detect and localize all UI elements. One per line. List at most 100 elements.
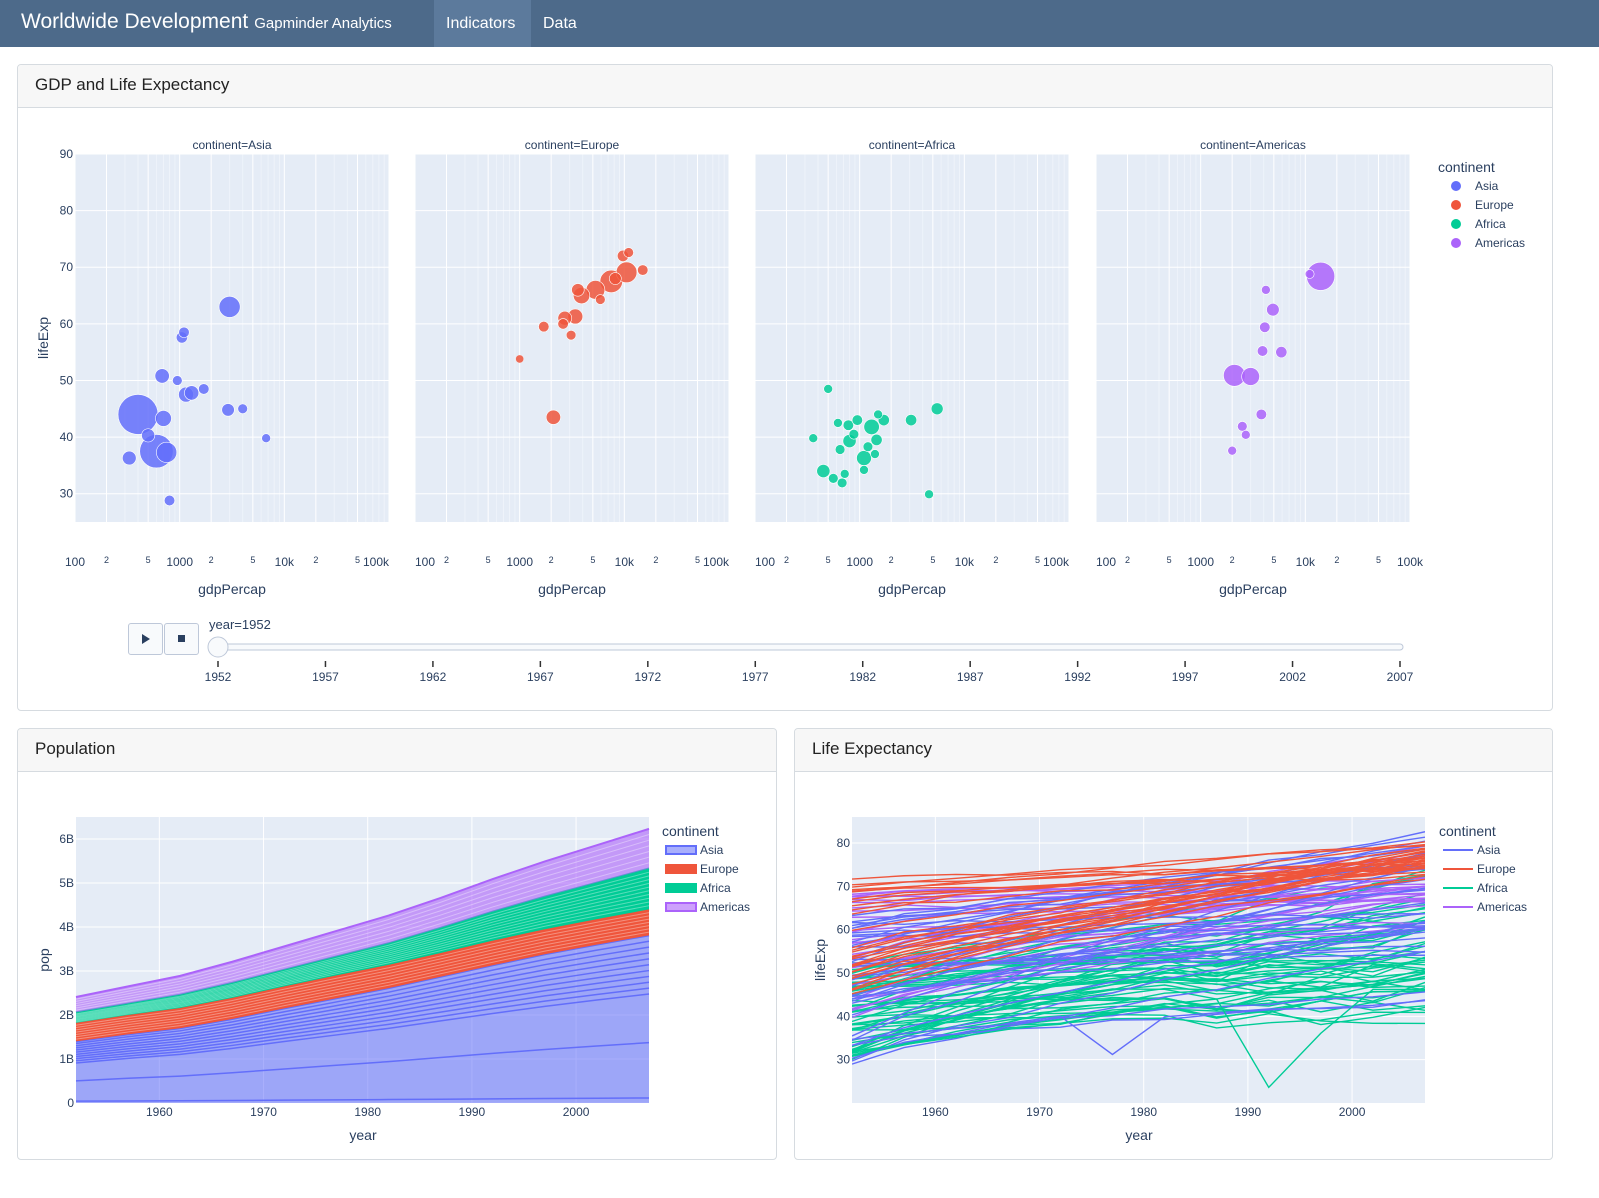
y-tick-label: 6B — [59, 832, 74, 846]
life-expectancy-card-title: Life Expectancy — [795, 729, 1552, 772]
series-line — [75, 867, 650, 1014]
area-sub-line — [75, 862, 650, 1011]
x-axis-label: year — [1125, 1127, 1153, 1143]
area-sub-line — [75, 975, 650, 1058]
data-point — [870, 433, 883, 446]
slider-year-label: 2002 — [1279, 670, 1306, 684]
x-tick-label: 1980 — [354, 1105, 381, 1119]
country-line — [852, 975, 1425, 989]
area-sub-line — [75, 871, 650, 1014]
y-tick-label: 60 — [837, 923, 851, 937]
country-line — [852, 922, 1425, 977]
x-tick-label: 2 — [1334, 555, 1339, 565]
legend-item: Asia — [1475, 179, 1499, 193]
area-sub-line — [75, 928, 650, 1038]
data-point — [178, 326, 190, 338]
area-sub-line — [75, 993, 650, 1064]
tab-indicators[interactable]: Indicators — [434, 0, 531, 47]
x-tick-label: 2 — [784, 555, 789, 565]
country-line — [852, 967, 1425, 983]
area-sub-line — [75, 897, 650, 1021]
legend-title: continent — [662, 823, 719, 839]
country-line — [852, 911, 1425, 965]
data-point — [873, 409, 883, 420]
data-point — [1304, 269, 1315, 279]
data-point — [154, 368, 170, 384]
app-title: Worldwide Development — [21, 10, 249, 33]
x-axis-label: gdpPercap — [878, 581, 946, 597]
country-line — [852, 864, 1425, 911]
x-tick-label: 10k — [615, 555, 635, 569]
area-series — [76, 909, 649, 1042]
slider-year-label: 1977 — [742, 670, 769, 684]
x-tick-label: 1000 — [166, 555, 193, 569]
life-expectancy-card: Life Expectancy 1960 1970 1980 1990 2000 30 40… — [794, 728, 1553, 1160]
facet-plot-area — [75, 154, 389, 522]
country-line — [852, 925, 1425, 1054]
navbar: Worldwide Development Gapminder Analytics… — [0, 0, 1599, 47]
country-line — [852, 851, 1425, 951]
area-sub-line — [75, 987, 650, 1062]
country-line — [852, 887, 1425, 1019]
legend-item: Europe — [1475, 198, 1514, 212]
data-point — [808, 433, 818, 443]
area-sub-line — [75, 946, 650, 1047]
x-tick-label: 2000 — [1339, 1105, 1366, 1119]
area-series — [76, 868, 649, 1023]
population-card: Population 1960 1970 1980 1990 2000 0 1B 2B 3B 4B… — [17, 728, 777, 1160]
slider-year-label: 1967 — [527, 670, 554, 684]
y-axis-label: lifeExp — [35, 317, 51, 359]
x-tick-label: 10k — [1296, 555, 1316, 569]
slider-year-label: 1957 — [312, 670, 339, 684]
x-tick-label: 5 — [486, 555, 491, 565]
country-line — [852, 937, 1425, 1000]
data-point — [198, 383, 210, 395]
population-card-title: Population — [18, 729, 776, 772]
country-line — [852, 859, 1425, 957]
area-sub-line — [75, 882, 650, 1017]
x-tick-label: 2 — [549, 555, 554, 565]
legend-item: Africa — [1475, 217, 1506, 231]
area-sub-line — [75, 894, 650, 1020]
area-sub-line — [75, 958, 650, 1051]
data-point — [836, 477, 848, 489]
x-tick-label: 100k — [703, 555, 730, 569]
x-axis-label: gdpPercap — [1219, 581, 1287, 597]
area-sub-line — [75, 952, 650, 1049]
year-slider[interactable]: 1952 1957 1962 1967 1972 1977 1982 1987 1992 1997… — [198, 635, 1428, 685]
data-point — [842, 419, 854, 431]
area-sub-line — [75, 901, 650, 1022]
x-axis-label: gdpPercap — [538, 581, 606, 597]
x-tick-label: 2 — [653, 555, 658, 565]
tab-data[interactable]: Data — [543, 15, 577, 32]
area-sub-line — [75, 856, 650, 1009]
data-point — [1241, 430, 1251, 440]
data-point — [816, 464, 831, 478]
navbar-brand[interactable]: Worldwide Development Gapminder Analytics — [21, 10, 392, 34]
area-sub-line — [75, 1041, 650, 1082]
country-line — [852, 857, 1425, 931]
population-area-chart[interactable]: 1960 1970 1980 1990 2000 0 1B 2B 3B 4B 5B 6B year pop… — [18, 772, 776, 1160]
data-point — [184, 385, 200, 401]
data-point — [141, 428, 156, 443]
legend-item: Asia — [700, 843, 724, 857]
gdp-life-card: GDP and Life Expectancy continent=Asia 10… — [17, 64, 1553, 711]
legend-item: Africa — [1477, 881, 1508, 895]
data-point — [122, 450, 137, 466]
country-line — [852, 999, 1425, 1060]
area-sub-line — [75, 890, 650, 1019]
data-point — [221, 403, 235, 417]
stop-button[interactable] — [164, 623, 199, 655]
legend-item: Americas — [1475, 236, 1525, 250]
country-line — [852, 949, 1425, 967]
play-button[interactable] — [128, 623, 163, 655]
x-tick-label: 5 — [1035, 555, 1040, 565]
area-sub-line — [75, 875, 650, 1015]
data-point — [237, 403, 248, 414]
data-point — [1266, 303, 1280, 317]
y-tick-label: 50 — [837, 966, 851, 980]
y-axis-label: lifeExp — [812, 939, 828, 981]
life-expectancy-line-chart[interactable]: 1960 1970 1980 1990 2000 30 40 50 60 70 80 year life… — [795, 772, 1552, 1160]
data-point — [172, 375, 183, 386]
